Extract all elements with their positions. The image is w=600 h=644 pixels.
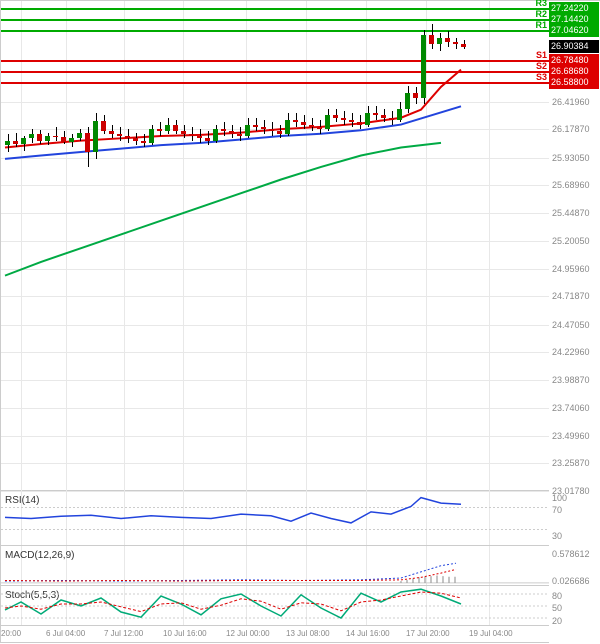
price-box: 27.04620 (549, 24, 599, 37)
ylabel: 24.47050 (552, 320, 590, 330)
ylabel: 26.41960 (552, 97, 590, 107)
ma-lines (1, 1, 549, 491)
xlabel: 6 Jul 04:00 (46, 629, 85, 638)
ylabel: 24.71870 (552, 291, 590, 301)
trading-chart: R3R2R1S1S2S3 RSI(14) MACD(12,26,9) Stoch… (0, 0, 600, 643)
stoch-panel[interactable]: Stoch(5,5,3) (1, 586, 549, 626)
xlabel: 17 Jul 20:00 (406, 629, 450, 638)
price-box: 26.90384 (549, 40, 599, 53)
ylabel: 25.44870 (552, 208, 590, 218)
stoch-svg (1, 586, 549, 626)
xlabel: 12 Jul 00:00 (226, 629, 270, 638)
xlabel: 14 Jul 16:00 (346, 629, 390, 638)
ylabel: 24.95960 (552, 264, 590, 274)
xlabel: 10 Jul 16:00 (163, 629, 207, 638)
y-axis: 27.2422027.1442027.0462026.9038426.78480… (549, 1, 600, 644)
price-panel[interactable]: R3R2R1S1S2S3 (1, 1, 549, 491)
x-axis: 20:00 6 Jul 04:00 7 Jul 12:00 10 Jul 16:00 1… (1, 626, 549, 644)
xlabel: 13 Jul 08:00 (286, 629, 330, 638)
rsi-svg (1, 491, 549, 546)
macd-svg (1, 546, 549, 586)
ylabel: 26.17870 (552, 124, 590, 134)
ylabel: 25.20050 (552, 236, 590, 246)
price-box: 26.58800 (549, 76, 599, 89)
macd-panel[interactable]: MACD(12,26,9) (1, 546, 549, 586)
ylabel: 23.98870 (552, 375, 590, 385)
xlabel: 19 Jul 04:00 (469, 629, 513, 638)
ylabel: 23.25870 (552, 458, 590, 468)
ylabel: 25.68960 (552, 180, 590, 190)
rsi-panel[interactable]: RSI(14) (1, 491, 549, 546)
ylabel: 24.22960 (552, 347, 590, 357)
ylabel: 23.74060 (552, 403, 590, 413)
xlabel: 7 Jul 12:00 (104, 629, 143, 638)
ylabel: 25.93050 (552, 153, 590, 163)
ylabel: 23.49960 (552, 431, 590, 441)
xlabel: 20:00 (1, 629, 21, 638)
